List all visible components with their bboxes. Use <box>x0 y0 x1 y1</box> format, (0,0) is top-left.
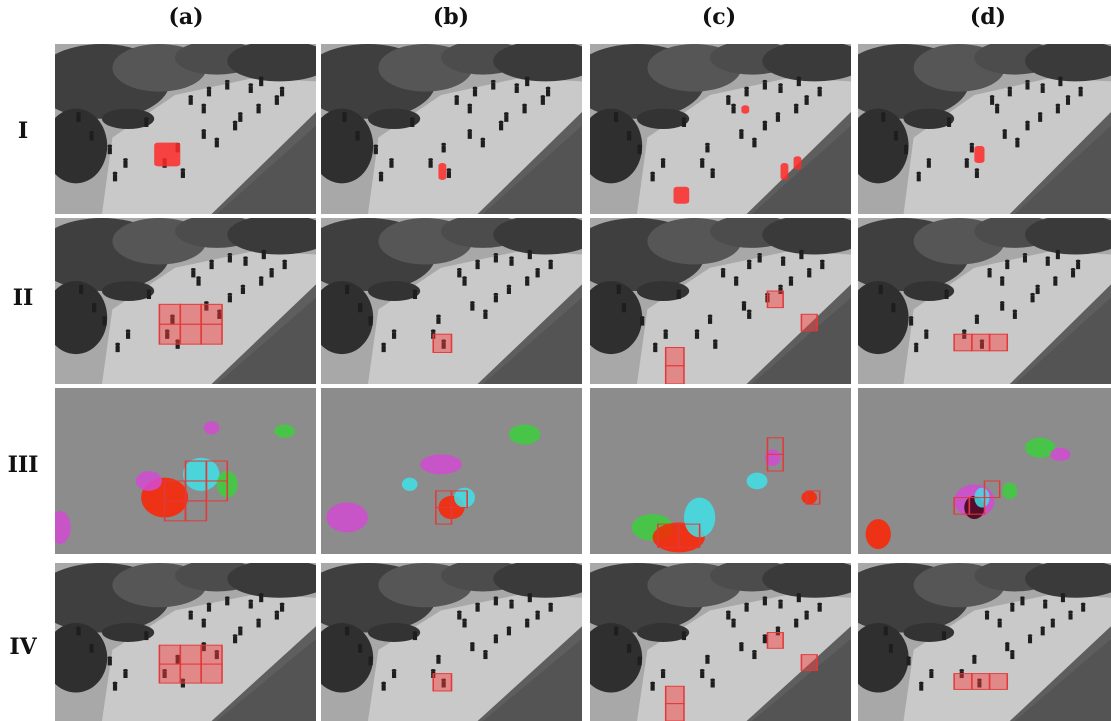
column-label-b: (b) <box>432 4 470 30</box>
panel-iv-d <box>858 563 1111 721</box>
panel-iii-a <box>55 388 316 554</box>
row-label-i: I <box>17 118 29 144</box>
panel-ii-d <box>858 218 1111 384</box>
panel-iii-d <box>858 388 1111 554</box>
panel-ii-b <box>321 218 582 384</box>
panel-ii-a <box>55 218 316 384</box>
panel-iii-c <box>590 388 851 554</box>
panel-iv-c <box>590 563 851 721</box>
panel-i-c <box>590 44 851 214</box>
column-label-a: (a) <box>168 4 204 30</box>
column-label-d: (d) <box>969 4 1007 30</box>
row-label-ii: II <box>12 285 34 311</box>
panel-ii-c <box>590 218 851 384</box>
column-label-c: (c) <box>701 4 737 30</box>
panel-i-d <box>858 44 1111 214</box>
panel-iv-a <box>55 563 316 721</box>
panel-i-b <box>321 44 582 214</box>
panel-i-a <box>55 44 316 214</box>
row-label-iii: III <box>7 452 39 478</box>
panel-iii-b <box>321 388 582 554</box>
panel-iv-b <box>321 563 582 721</box>
row-label-iv: IV <box>9 634 37 660</box>
